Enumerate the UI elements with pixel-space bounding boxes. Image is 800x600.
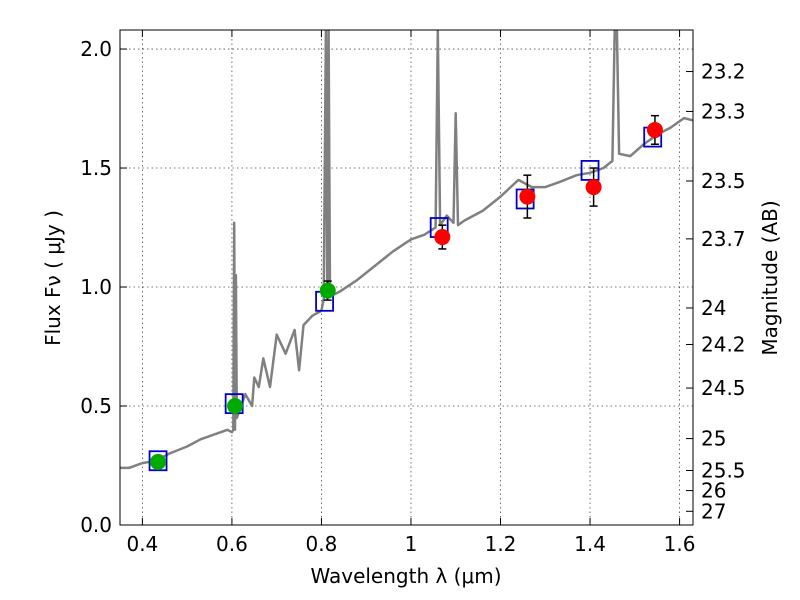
observed-photometry: [150, 114, 663, 470]
grid: [120, 30, 693, 525]
x-tick-label: 1: [405, 532, 418, 556]
x-tick-label: 1.2: [485, 532, 517, 556]
x-tick-label: 1.4: [574, 532, 606, 556]
magnitude-tick-label: 26: [701, 479, 726, 503]
model-photometry-square: [580, 160, 600, 181]
observed-nir-point: [646, 121, 663, 138]
y-tick-label: 0.5: [80, 394, 112, 418]
y-tick-label: 1.5: [80, 156, 112, 180]
y-tick-label: 2.0: [80, 37, 112, 61]
y-tick-labels: 0.0 0.5 1.0 1.5 2.0: [80, 37, 112, 537]
observed-optical-point: [319, 282, 336, 299]
magnitude-tick-label: 23.2: [701, 60, 746, 84]
model-spectrum-line: [120, 30, 693, 470]
observed-optical-point: [227, 398, 244, 415]
observed-nir-point: [434, 229, 451, 246]
model-photometry-squares: [148, 126, 663, 472]
y-tick-label: 0.0: [80, 513, 112, 537]
magnitude-tick-label: 23.5: [701, 169, 746, 193]
plot-frame: [119, 29, 694, 526]
magnitude-tick-label: 23.7: [701, 227, 746, 251]
magnitude-tick-label: 25.5: [701, 458, 746, 482]
x-axis-label: Wavelength λ (μm): [310, 564, 501, 588]
x-tick-labels: 0.4 0.6 0.8 1 1.2 1.4 1.6: [126, 532, 695, 556]
magnitude-tick-label: 27: [701, 499, 726, 523]
magnitude-tick-label: 23.3: [701, 99, 746, 123]
magnitude-tick-label: 24.5: [701, 376, 746, 400]
x-tick-label: 1.6: [664, 532, 696, 556]
observed-nir-point: [519, 188, 536, 205]
observed-nir-point: [585, 179, 602, 196]
y2-axis-label: Magnitude (AB): [758, 200, 782, 355]
x-tick-label: 0.4: [126, 532, 158, 556]
y-axis-label: Flux Fν ( μJy ): [41, 210, 65, 346]
axis-ticks: [120, 30, 693, 526]
model-photometry-square: [148, 450, 168, 472]
magnitude-tick-label: 25: [701, 427, 726, 451]
x-tick-label: 0.8: [306, 532, 338, 556]
y-tick-label: 1.0: [80, 275, 112, 299]
magnitude-tick-label: 24: [701, 296, 726, 320]
magnitude-tick-label: 24.2: [701, 332, 746, 356]
x-tick-label: 0.6: [216, 532, 248, 556]
observed-optical-point: [150, 453, 167, 470]
